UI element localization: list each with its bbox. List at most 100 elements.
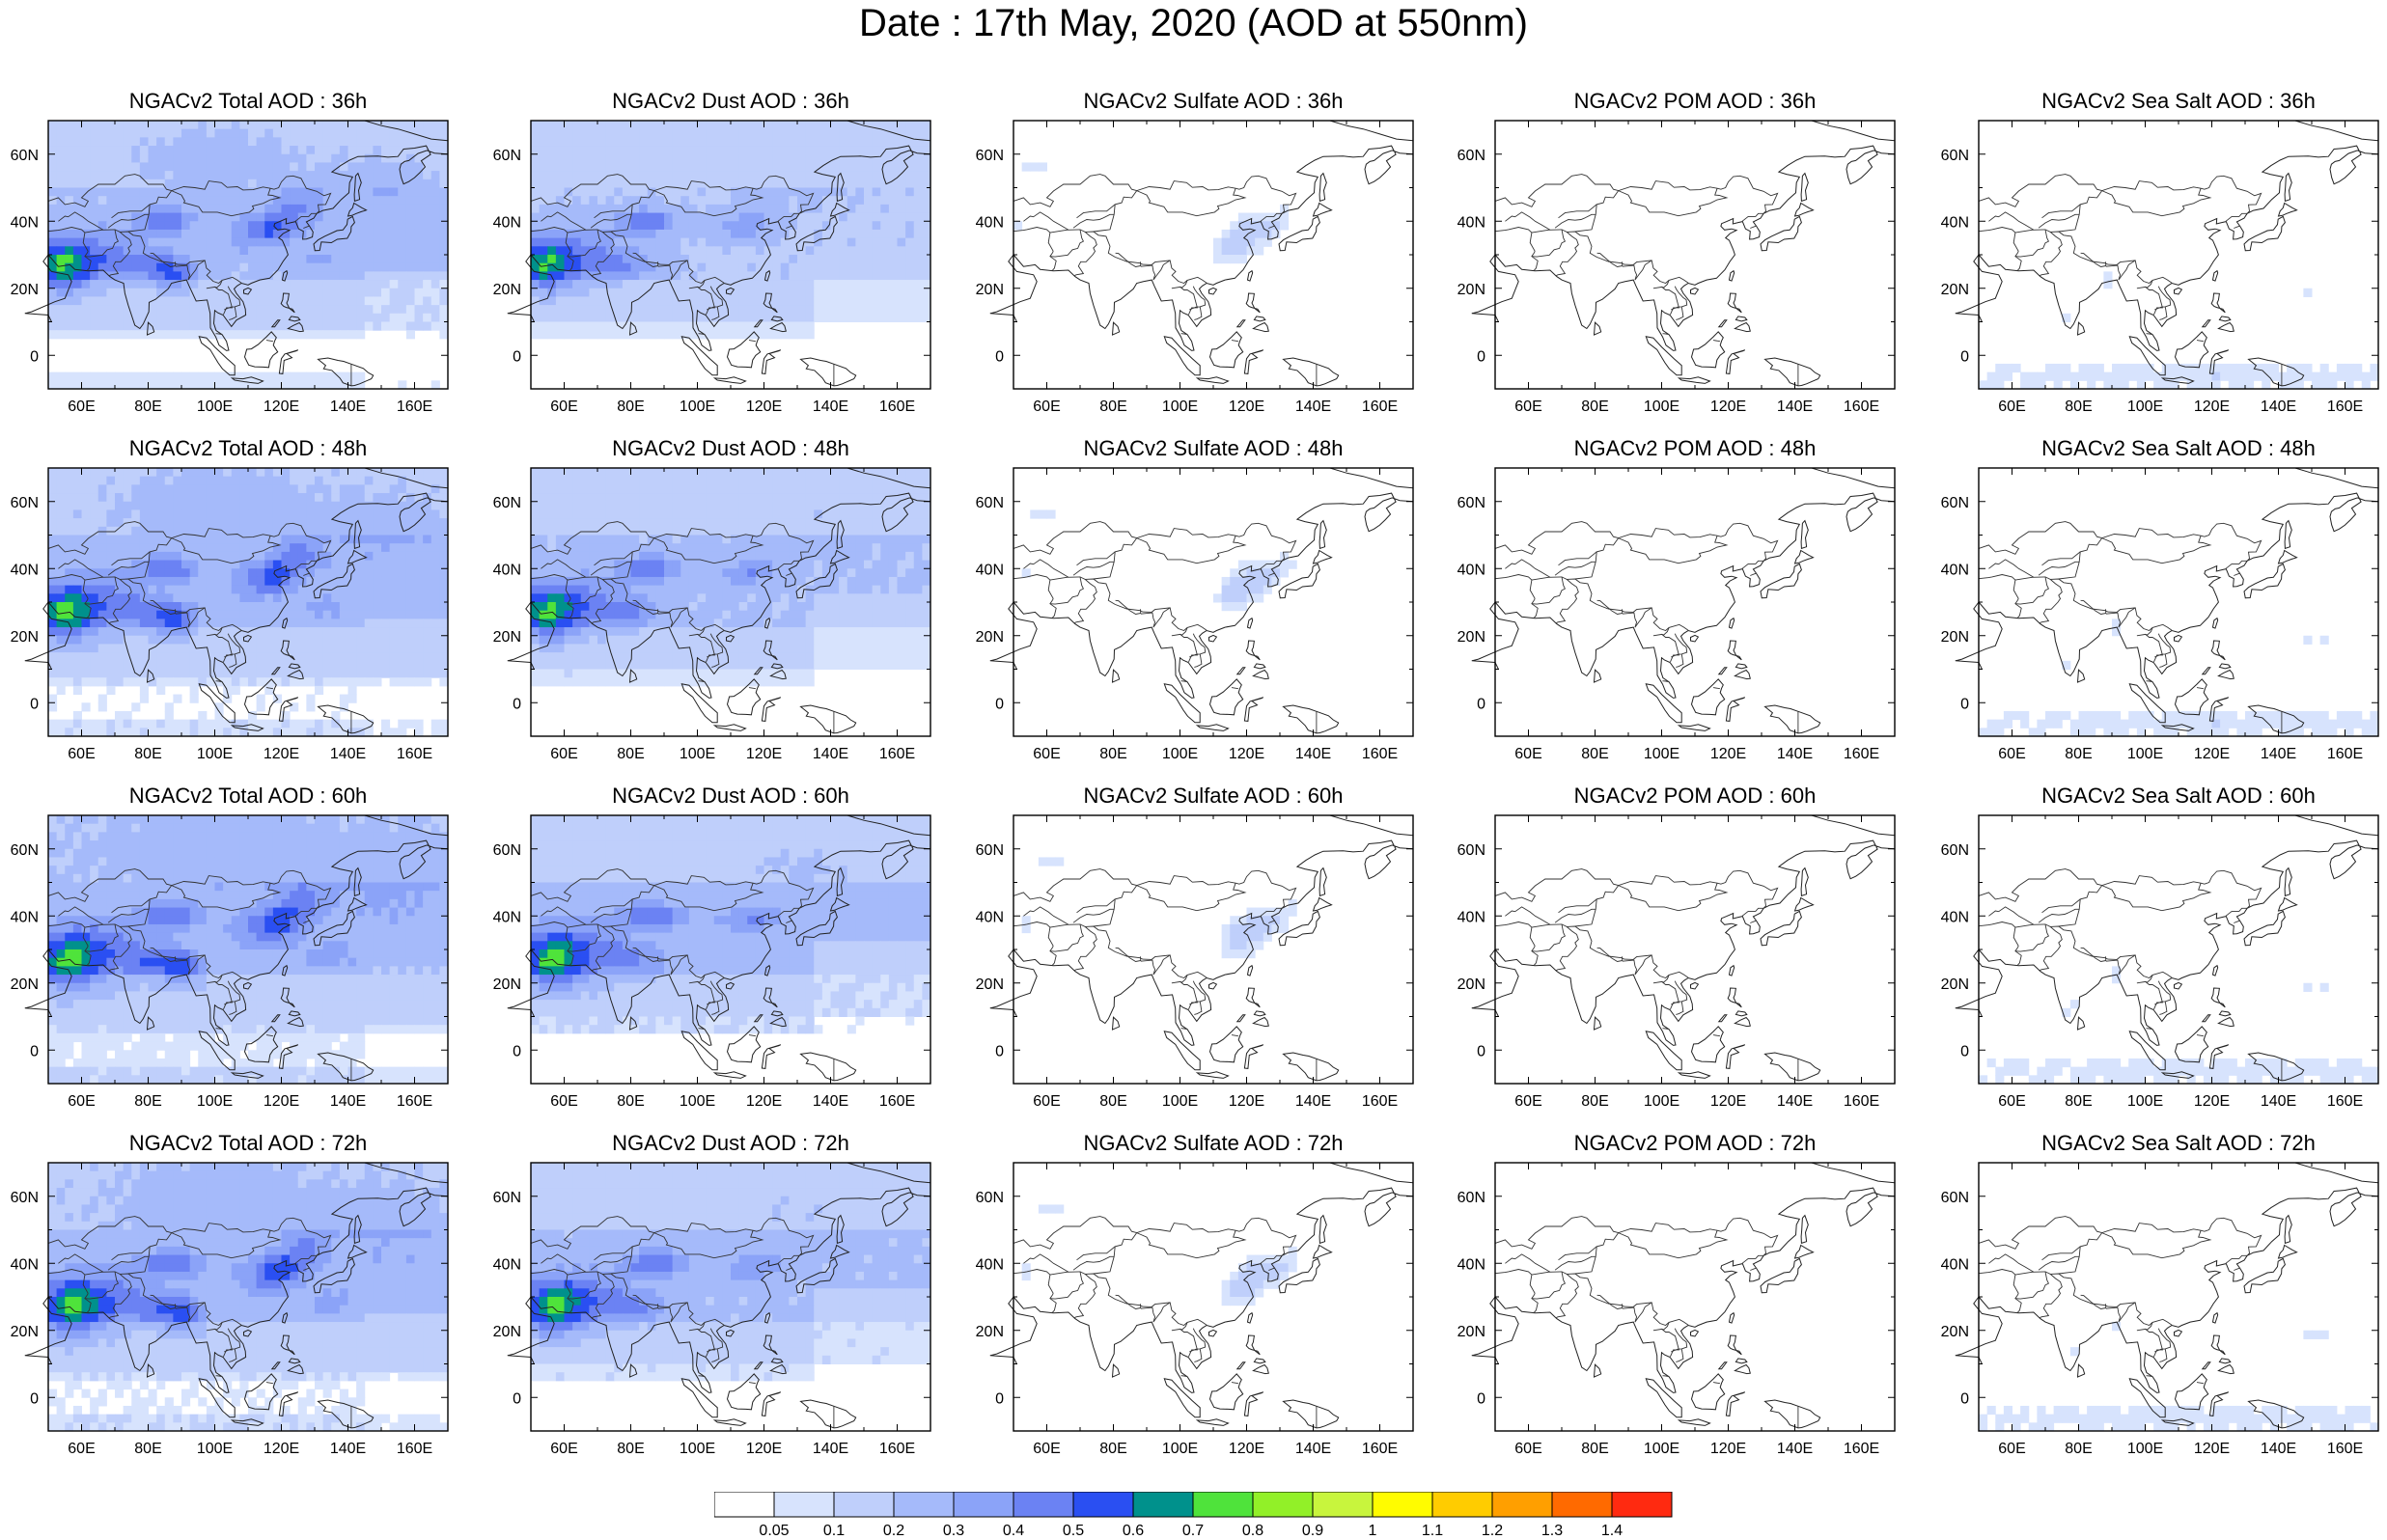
lat-tick-label: 20N (493, 629, 521, 646)
lon-tick-label: 120E (2194, 1441, 2230, 1457)
panel-title: NGACv2 Sea Salt AOD : 60h (2041, 784, 2316, 808)
lat-tick-label: 20N (11, 629, 39, 646)
map-axes: 60E 80E 100E 120E 140E 160E 60N 40N 20N 0 (1457, 467, 1896, 762)
lat-tick-label: 20N (1941, 282, 1969, 298)
map-panel-seasalt-48h: NGACv2 Sea Salt AOD : 48h 60E 80E 100E 120E 1… (1941, 436, 2379, 762)
map-panel-sulfate-72h: NGACv2 Sulfate AOD : 72h 60E 80E 100E 120E 14… (976, 1131, 1414, 1457)
lon-tick-label: 140E (2261, 746, 2296, 762)
colorbar-swatch (1372, 1492, 1433, 1518)
lon-tick-label: 160E (879, 399, 915, 415)
map-panel-seasalt-72h: NGACv2 Sea Salt AOD : 72h 60E 80E 100E 120E 1… (1941, 1131, 2379, 1457)
map-plot: 60E 80E 100E 120E 140E 160E 60N 40N 20N 0 (1457, 814, 1896, 1110)
panel-title: NGACv2 Dust AOD : 72h (612, 1131, 849, 1155)
lon-tick-label: 100E (680, 1441, 715, 1457)
map-plot: 60E 80E 100E 120E 140E 160E 60N 40N 20N 0 (1457, 467, 1896, 762)
lon-tick-label: 140E (813, 746, 848, 762)
coastlines (1471, 814, 1896, 1082)
country-borders (1978, 1216, 2283, 1428)
map-axes: 60E 80E 100E 120E 140E 160E 60N 40N 20N 0 (1941, 120, 2379, 415)
panel-title: NGACv2 Sulfate AOD : 36h (1083, 89, 1344, 113)
country-borders (1494, 868, 1799, 1081)
lon-tick-label: 120E (746, 746, 782, 762)
lon-tick-label: 60E (1033, 746, 1060, 762)
coastlines (1471, 120, 1896, 387)
map-frame (1494, 814, 1896, 1085)
lon-tick-label: 120E (264, 1093, 299, 1110)
lat-tick-label: 20N (1457, 282, 1485, 298)
lat-tick-label: 40N (493, 909, 521, 925)
colorbar-swatch (833, 1492, 895, 1518)
lon-tick-label: 100E (2127, 1441, 2163, 1457)
lat-tick-label: 20N (976, 282, 1004, 298)
lon-tick-label: 140E (1777, 746, 1813, 762)
lon-tick-label: 160E (397, 1441, 432, 1457)
map-plot: 60E 80E 100E 120E 140E 160E 60N 40N 20N 0 (11, 467, 449, 762)
country-borders (1494, 521, 1799, 733)
lat-tick-label: 0 (1477, 1390, 1485, 1407)
lon-tick-label: 80E (1581, 399, 1608, 415)
coastlines (989, 467, 1414, 734)
colorbar-swatch (1192, 1492, 1254, 1518)
panel-title: NGACv2 POM AOD : 48h (1573, 436, 1817, 460)
lat-tick-label: 20N (11, 976, 39, 993)
colorbar-swatch (953, 1492, 1014, 1518)
lon-tick-label: 160E (1844, 1441, 1879, 1457)
lat-tick-label: 60N (976, 1190, 1004, 1206)
colorbar-label: 0.7 (1182, 1523, 1204, 1536)
lat-tick-label: 60N (493, 495, 521, 511)
lat-tick-label: 60N (1941, 842, 1969, 859)
lon-tick-label: 80E (2065, 1093, 2092, 1110)
map-panel-sulfate-36h: NGACv2 Sulfate AOD : 36h 60E 80E 100E 120E 14… (976, 89, 1414, 415)
map-plot: 60E 80E 100E 120E 140E 160E 60N 40N 20N 0 (493, 120, 931, 415)
map-frame (1978, 120, 2379, 390)
map-panel-seasalt-36h: NGACv2 Sea Salt AOD : 36h 60E 80E 100E 120E 1… (1941, 89, 2379, 415)
colorbar-swatch (1611, 1492, 1673, 1518)
lon-tick-label: 80E (2065, 746, 2092, 762)
lon-tick-label: 80E (617, 399, 644, 415)
lat-tick-label: 0 (1477, 1043, 1485, 1059)
map-plot: 60E 80E 100E 120E 140E 160E 60N 40N 20N 0 (1941, 467, 2379, 762)
lat-tick-label: 0 (513, 696, 521, 712)
lon-tick-label: 60E (68, 1093, 95, 1110)
coastlines (1955, 814, 2379, 1082)
lon-tick-label: 140E (330, 1441, 366, 1457)
lat-tick-label: 20N (1457, 629, 1485, 646)
lon-tick-label: 140E (1295, 746, 1331, 762)
map-plot: 60E 80E 100E 120E 140E 160E 60N 40N 20N 0 (11, 1162, 449, 1457)
map-panel-total-72h: NGACv2 Total AOD : 72h 60E 80E 100E 120E 140E… (11, 1131, 449, 1457)
lon-tick-label: 160E (2327, 399, 2363, 415)
colorbar-swatch (1312, 1492, 1374, 1518)
map-panel-pom-36h: NGACv2 POM AOD : 36h 60E 80E 100E 120E 140E 16… (1457, 89, 1896, 415)
map-frame (1978, 814, 2379, 1085)
panel-title: NGACv2 Total AOD : 72h (128, 1131, 368, 1155)
lat-tick-label: 40N (1941, 909, 1969, 925)
colorbar-label: 0.3 (943, 1523, 964, 1536)
lon-tick-label: 140E (813, 1441, 848, 1457)
coastlines (1955, 467, 2379, 734)
lat-tick-label: 20N (1941, 629, 1969, 646)
colorbar-swatch (1491, 1492, 1553, 1518)
lon-tick-label: 80E (1581, 746, 1608, 762)
lat-tick-label: 60N (493, 1190, 521, 1206)
lat-tick-label: 40N (976, 562, 1004, 578)
lat-tick-label: 40N (11, 214, 39, 231)
lon-tick-label: 160E (1362, 1441, 1398, 1457)
lon-tick-label: 160E (1362, 746, 1398, 762)
map-plot: 60E 80E 100E 120E 140E 160E 60N 40N 20N 0 (1941, 814, 2379, 1110)
lat-tick-label: 60N (11, 842, 39, 859)
lat-tick-label: 20N (493, 1324, 521, 1340)
country-borders (1494, 174, 1799, 386)
aod-field (531, 1163, 931, 1382)
lon-tick-label: 60E (1514, 1093, 1541, 1110)
country-borders (1978, 174, 2283, 386)
map-panel-sulfate-48h: NGACv2 Sulfate AOD : 48h 60E 80E 100E 120E 14… (976, 436, 1414, 762)
lon-tick-label: 80E (1099, 746, 1126, 762)
lat-tick-label: 0 (1960, 1043, 1969, 1059)
map-plot: 60E 80E 100E 120E 140E 160E 60N 40N 20N 0 (493, 814, 931, 1110)
colorbar-label: 0.5 (1063, 1523, 1084, 1536)
lon-tick-label: 120E (1229, 746, 1264, 762)
lat-tick-label: 20N (1457, 976, 1485, 993)
lat-tick-label: 40N (11, 909, 39, 925)
map-frame (1978, 467, 2379, 737)
lon-tick-label: 60E (1514, 1441, 1541, 1457)
